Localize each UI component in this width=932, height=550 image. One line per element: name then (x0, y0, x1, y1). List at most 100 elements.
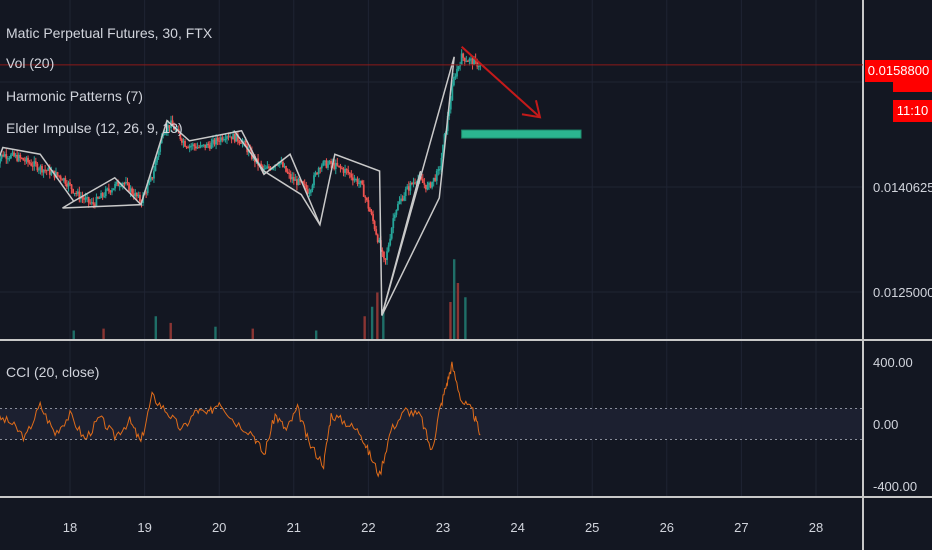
candle-body (289, 174, 292, 180)
candle-body (477, 66, 480, 68)
candle-body (397, 203, 399, 211)
candle-body (3, 154, 6, 157)
candle-body (8, 158, 11, 160)
candle-body (90, 202, 93, 204)
candle-body (16, 154, 19, 161)
candle-body (224, 138, 227, 140)
candle-body (207, 143, 210, 146)
candle-body (151, 177, 154, 179)
candle-body (194, 146, 197, 149)
candle-body (303, 183, 306, 185)
candle-body (358, 183, 360, 185)
candle-body (351, 177, 354, 181)
candle-body (215, 137, 217, 145)
candle-body (457, 66, 460, 70)
candle-body (473, 58, 475, 65)
candle-body (372, 214, 374, 222)
candle-body (210, 142, 213, 149)
candle-body (38, 169, 40, 171)
candle-body (393, 214, 396, 219)
candle-body (165, 131, 168, 134)
candle-body (432, 177, 435, 182)
candle-body (471, 58, 474, 65)
candle-body (407, 186, 410, 191)
candle-body (70, 184, 73, 190)
candle-body (261, 166, 264, 170)
candle-body (232, 134, 235, 140)
candle-body (45, 170, 48, 172)
volume-bar (251, 328, 254, 340)
candle-body (146, 184, 149, 194)
candle-body (104, 189, 107, 197)
candle-body (118, 185, 121, 187)
candle-body (353, 179, 356, 181)
candle-body (386, 251, 388, 260)
candle-body (81, 196, 84, 199)
candle-body (390, 228, 393, 239)
candle-body (34, 161, 37, 164)
candle-body (24, 160, 26, 162)
candle-body (317, 168, 320, 175)
candle-body (264, 168, 267, 170)
candle-body (221, 137, 224, 141)
volume-bar (214, 326, 217, 340)
cci-tick-label: 400.00 (873, 355, 913, 370)
candle-body (204, 144, 207, 148)
candle-body (383, 251, 385, 259)
candle-body (448, 109, 451, 116)
candle-body (249, 149, 252, 151)
candle-body (414, 182, 416, 184)
candle-body (65, 184, 68, 187)
candle-body (384, 258, 387, 260)
candle-body (208, 145, 211, 149)
candle-body (227, 136, 230, 138)
candle-body (440, 157, 443, 170)
candle-body (196, 147, 199, 149)
cci-line (0, 361, 481, 478)
volume-bar (363, 316, 366, 340)
candle-body (339, 165, 342, 168)
candle-body (182, 140, 185, 143)
candle-body (230, 136, 233, 140)
current-price-tag: 0.0158800 (865, 60, 932, 82)
candle-body (438, 169, 441, 171)
candle-body (134, 192, 137, 197)
candle-body (19, 154, 22, 158)
candle-body (145, 192, 148, 194)
candle-body (187, 147, 190, 149)
candle-body (367, 200, 370, 209)
candle-body (342, 168, 345, 173)
candle-body (109, 190, 112, 193)
candle-body (123, 183, 126, 185)
candle-body (126, 182, 129, 184)
candle-body (20, 157, 23, 159)
candle-body (198, 147, 200, 149)
candle-body (117, 181, 120, 187)
candle-body (359, 180, 362, 184)
x-tick-label: 26 (660, 520, 674, 535)
candle-body (154, 162, 157, 172)
candle-body (336, 162, 339, 166)
candle-body (137, 194, 140, 197)
candle-body (101, 193, 104, 197)
cci-label: CCI (20, close) (6, 364, 100, 380)
candle-body (48, 168, 51, 175)
candle-body (2, 154, 5, 157)
candle-body (330, 160, 332, 165)
candle-body (268, 166, 270, 168)
candle-body (305, 184, 308, 190)
candle-body (263, 168, 266, 170)
candle-body (369, 208, 371, 212)
candle-body (67, 182, 70, 187)
candle-body (277, 164, 280, 166)
indicator-elder-label: Elder Impulse (12, 26, 9, 13) (6, 120, 183, 136)
candle-body (345, 168, 348, 171)
candle-body (30, 163, 33, 166)
candle-body (168, 125, 171, 128)
candle-body (425, 184, 427, 190)
candle-body (236, 134, 239, 142)
candle-body (42, 169, 45, 173)
candle-body (0, 158, 1, 164)
candle-body (337, 165, 340, 167)
